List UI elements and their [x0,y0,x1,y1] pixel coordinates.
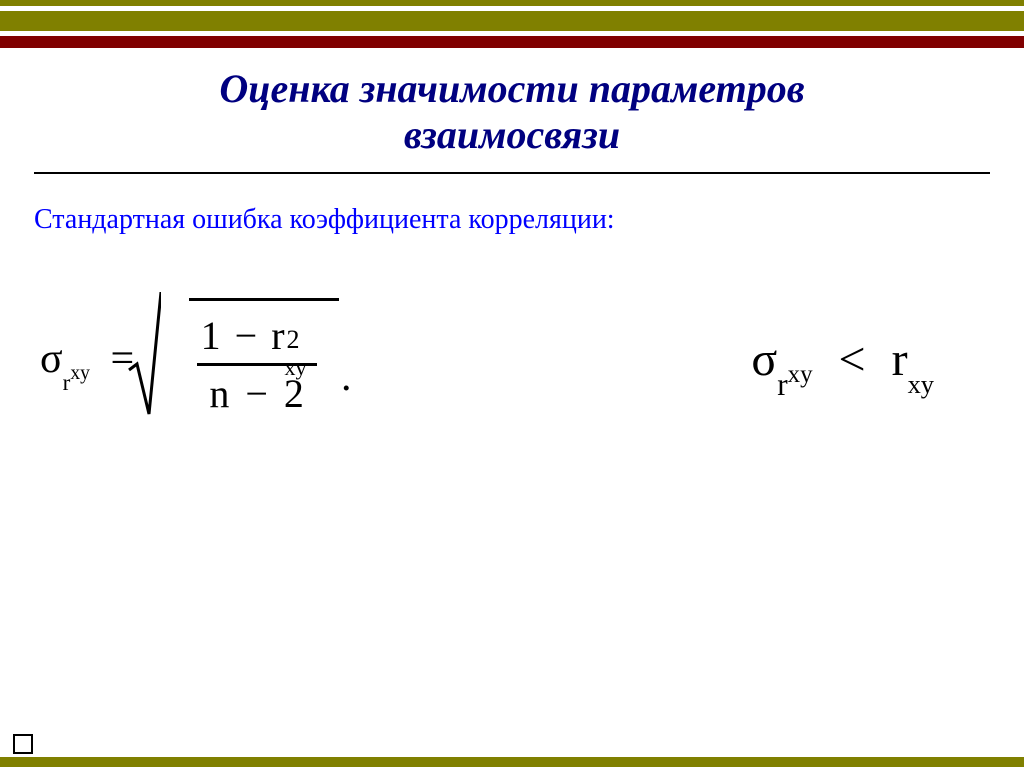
period: . [341,354,352,400]
radical-bar [189,298,339,301]
bottom-bar [0,757,1024,767]
less-than-sign: < [839,333,866,386]
formula-inequality: σrxy < rxy [751,332,934,394]
title-line1: Оценка значимости параметров [219,66,804,111]
fraction: 1 − r2xy n − 2 [189,306,325,419]
title-block: Оценка значимости параметров взаимосвязи [0,48,1024,166]
rhs-r: r [892,333,908,386]
sigma-symbol-2: σ [751,333,777,386]
numerator: 1 − r2xy [197,310,317,361]
bar-3 [0,36,1024,48]
subtitle: Стандартная ошибка коэффициента корреляц… [34,204,1024,236]
sigma-subscript-2: rxy [777,367,812,402]
bar-2 [0,11,1024,31]
sigma-symbol: σ [40,336,63,382]
slide-title: Оценка значимости параметров взаимосвязи [40,66,984,158]
sigma-subscript: rxy [63,369,90,395]
top-decoration-bars [0,0,1024,48]
formula-standard-error: σrxy = 1 − r2xy n − 2 [40,306,352,419]
bottom-square-icon [13,734,33,754]
title-underline [34,172,990,174]
title-line2: взаимосвязи [404,112,620,157]
formulas-row: σrxy = 1 − r2xy n − 2 [0,236,1024,419]
rhs-r-sub: xy [908,369,934,399]
